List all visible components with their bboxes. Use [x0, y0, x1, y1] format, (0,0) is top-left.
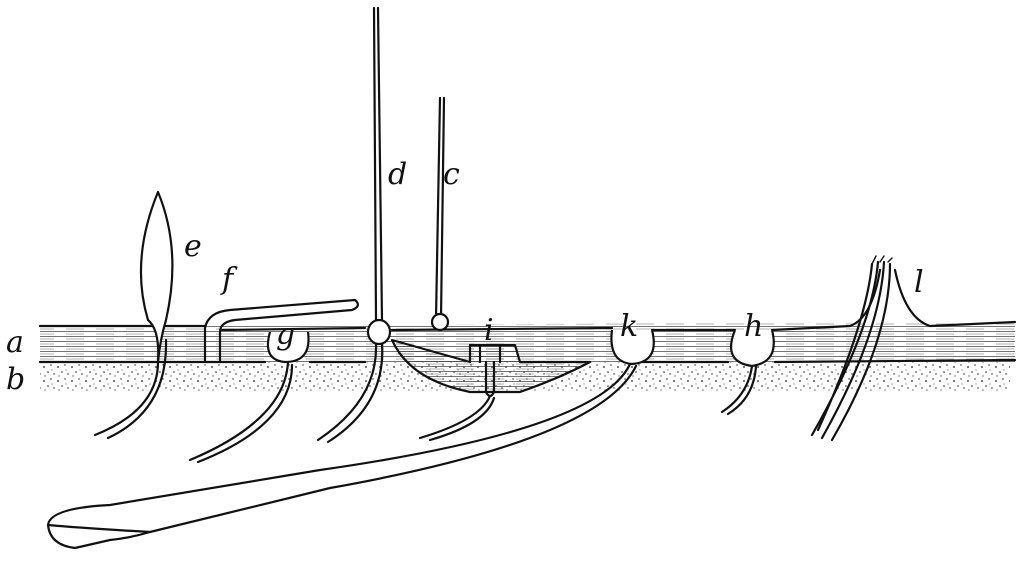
- label-b: b: [6, 362, 26, 397]
- hair-d-root: [316, 342, 384, 444]
- hair-f: [203, 298, 359, 364]
- hair-e-root: [93, 338, 168, 440]
- label-g: g: [276, 317, 296, 352]
- tuft-l-fibers: [810, 260, 892, 442]
- gland-k-duct-fork: [46, 523, 152, 534]
- label-c: c: [443, 157, 460, 192]
- label-f: f: [222, 262, 234, 297]
- organ-i-duct: [418, 394, 496, 442]
- gland-k: [610, 329, 655, 366]
- label-e: e: [184, 229, 202, 264]
- label-l: l: [914, 265, 924, 300]
- layer-a-bottom-edge: [38, 358, 1017, 364]
- tuft-l-tip: [871, 255, 893, 265]
- gland-k-duct: [46, 362, 638, 550]
- label-a: a: [6, 325, 24, 360]
- hair-d-bulb: [366, 318, 392, 346]
- gland-h-duct: [720, 364, 758, 416]
- cavity-i: [390, 338, 592, 394]
- label-i: i: [484, 313, 494, 348]
- hair-c-knob: [430, 312, 450, 332]
- layer-a-top-edge: [38, 268, 1017, 332]
- label-k: k: [620, 309, 639, 344]
- label-d: d: [388, 157, 408, 192]
- label-h: h: [744, 309, 764, 344]
- gland-g: [266, 331, 310, 364]
- gland-g-duct: [188, 360, 294, 464]
- hair-d: [372, 6, 384, 322]
- hair-c: [434, 96, 446, 320]
